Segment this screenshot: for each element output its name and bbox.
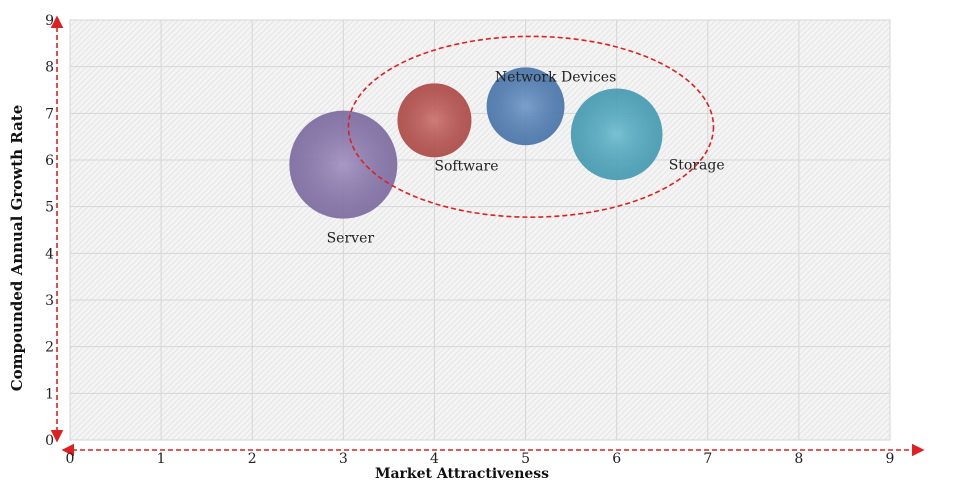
bubble-label-software: Software <box>434 158 498 174</box>
x-tick-label: 3 <box>339 451 348 467</box>
plot-area <box>69 19 891 441</box>
y-tick-label: 9 <box>45 13 54 29</box>
x-tick-label: 6 <box>612 451 621 467</box>
bubble-shading <box>397 83 472 158</box>
y-tick-label: 2 <box>45 340 54 356</box>
x-tick-label: 4 <box>430 451 439 467</box>
y-tick-label: 5 <box>45 200 54 216</box>
x-tick-label: 2 <box>248 451 257 467</box>
y-tick-label: 4 <box>45 246 54 262</box>
bubble-label-network-devices: Network Devices <box>495 69 616 85</box>
y-tick-label: 1 <box>45 386 54 402</box>
x-tick-label: 1 <box>157 451 166 467</box>
x-axis-title: Market Attractiveness <box>375 466 549 482</box>
y-tick-label: 0 <box>45 433 54 449</box>
highlight-ellipse <box>347 35 715 218</box>
y-tick-label: 6 <box>45 153 54 169</box>
bubbles <box>289 67 663 219</box>
bubble-shading <box>486 67 565 146</box>
y-axis-title: Compounded Annual Growth Rate <box>8 105 26 392</box>
x-tick-label: 9 <box>886 451 895 467</box>
highlight-ellipse-group <box>347 35 715 218</box>
bubble-label-server: Server <box>327 231 375 247</box>
tick-labels: 0 1 2 3 4 5 6 7 8 9 0 1 2 3 4 5 6 7 8 9 <box>45 13 894 467</box>
y-tick-label: 7 <box>45 106 54 122</box>
bubble-shading <box>289 110 398 219</box>
y-tick-label: 8 <box>45 60 54 76</box>
y-tick-label: 3 <box>45 293 54 309</box>
x-tick-label: 7 <box>703 451 712 467</box>
bubble-shading <box>570 88 663 181</box>
x-tick-label: 5 <box>521 451 530 467</box>
axes <box>50 15 925 457</box>
x-tick-label: 0 <box>66 451 75 467</box>
x-tick-label: 8 <box>794 451 803 467</box>
